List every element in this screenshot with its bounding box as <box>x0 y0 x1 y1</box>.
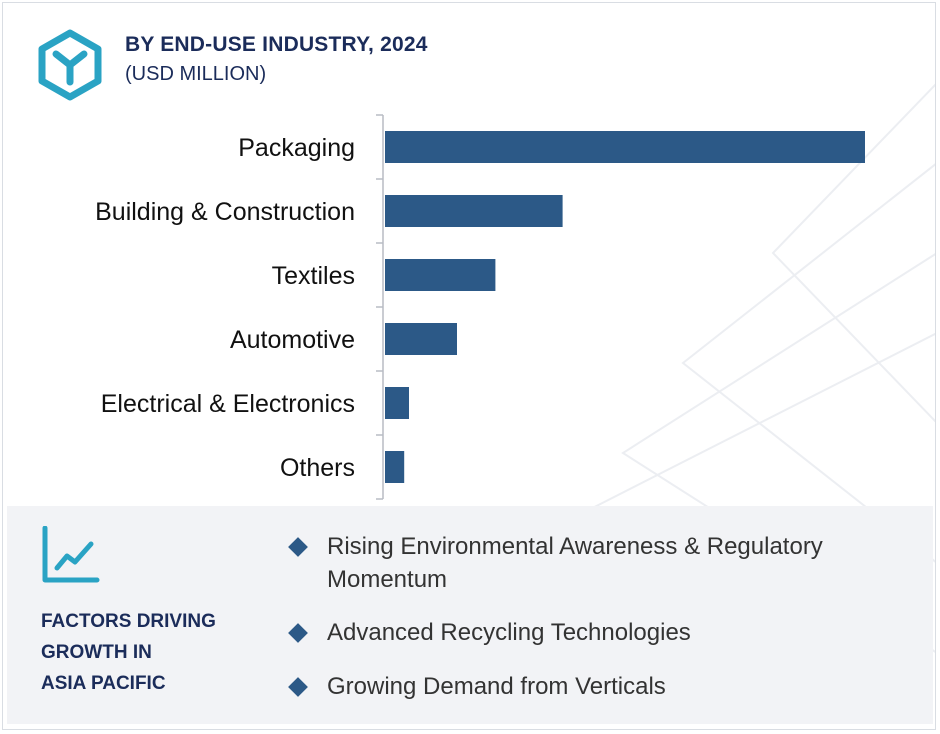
diamond-bullet-icon <box>288 537 308 557</box>
diamond-bullet-icon <box>288 623 308 643</box>
chart-subtitle: (USD MILLION) <box>125 63 267 85</box>
bar <box>385 259 496 291</box>
category-label: Packaging <box>238 134 355 162</box>
category-label: Building & Construction <box>95 198 355 226</box>
hexagon-y-logo-icon <box>38 29 102 101</box>
bar <box>385 323 457 355</box>
factor-text-line: Rising Environmental Awareness & Regulat… <box>327 533 823 560</box>
factors-title-line: ASIA PACIFIC <box>41 673 166 694</box>
trend-line-chart-icon <box>42 526 100 583</box>
bar <box>385 387 409 419</box>
factor-text: Rising Environmental Awareness & Regulat… <box>327 530 927 596</box>
factor-text-line: Advanced Recycling Technologies <box>327 619 691 646</box>
factors-title-line: FACTORS DRIVING <box>41 611 216 632</box>
factors-title: FACTORS DRIVING GROWTH IN ASIA PACIFIC <box>41 606 261 699</box>
category-label: Others <box>280 454 355 482</box>
factor-text-line: Momentum <box>327 566 448 593</box>
factor-text: Advanced Recycling Technologies <box>327 616 927 649</box>
factor-text-line: Growing Demand from Verticals <box>327 673 666 700</box>
category-label: Electrical & Electronics <box>101 390 355 418</box>
category-label: Textiles <box>272 262 355 290</box>
bar <box>385 451 405 483</box>
watermark-pattern <box>562 83 935 653</box>
bar <box>385 131 865 163</box>
category-label: Automotive <box>230 326 355 354</box>
diamond-bullet-icon <box>288 677 308 697</box>
factor-text: Growing Demand from Verticals <box>327 670 927 703</box>
factors-title-line: GROWTH IN <box>41 642 152 663</box>
factors-panel: FACTORS DRIVING GROWTH IN ASIA PACIFIC R… <box>7 506 933 724</box>
bar <box>385 195 563 227</box>
bar-chart: Packaging Building & Construction Textiles… <box>95 114 865 500</box>
chart-title: BY END-USE INDUSTRY, 2024 <box>125 33 428 56</box>
